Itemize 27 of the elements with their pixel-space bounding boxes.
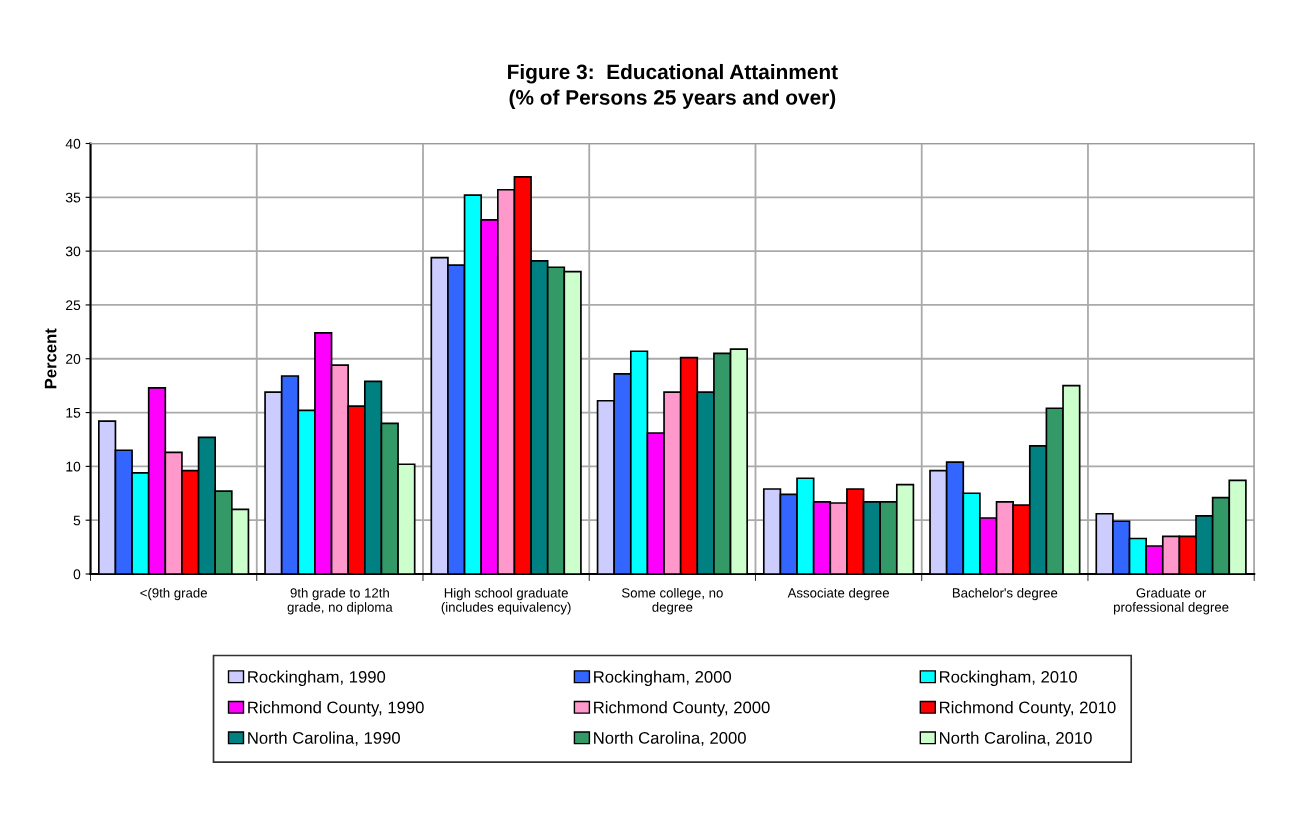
y-tick-label: 15 bbox=[66, 408, 81, 418]
y-tick-label: 0 bbox=[73, 569, 81, 580]
legend-label: North Carolina, 1990 bbox=[248, 731, 400, 746]
chart-title: Figure 3: Educational Attainment (% of Persons 25 years and over) bbox=[508, 63, 838, 109]
legend-label: North Carolina, 2010 bbox=[940, 731, 1092, 746]
y-tick-label: 5 bbox=[73, 515, 81, 526]
y-tick-label: 40 bbox=[65, 138, 81, 149]
y-axis-title: Percent bbox=[44, 328, 57, 389]
legend-label: Rockingham, 2000 bbox=[594, 670, 732, 687]
legend-label: Rockingham, 2010 bbox=[940, 670, 1077, 687]
legend-label: North Carolina, 2000 bbox=[594, 731, 746, 746]
x-tick-label: Bachelor's degree bbox=[952, 587, 1058, 601]
y-tick-label: 25 bbox=[66, 300, 81, 311]
y-tick-label: 35 bbox=[65, 192, 81, 203]
legend-label: Richmond County, 2010 bbox=[940, 701, 1116, 717]
x-tick-label: Some college, no degree bbox=[621, 587, 723, 615]
y-tick-label: 30 bbox=[65, 246, 81, 257]
x-tick-label: 9th grade to 12th grade, no diploma bbox=[287, 587, 393, 615]
y-tick-label: 20 bbox=[66, 354, 81, 364]
legend-label: Richmond County, 1990 bbox=[248, 701, 424, 717]
legend-label: Richmond County, 2000 bbox=[594, 701, 770, 717]
x-tick-label: Graduate or professional degree bbox=[1114, 587, 1229, 615]
legend-label: Rockingham, 1990 bbox=[248, 670, 386, 687]
x-tick-label: High school graduate (includes equivalency) bbox=[441, 587, 571, 615]
x-tick-label: <(9th grade bbox=[140, 587, 207, 601]
x-tick-label: Associate degree bbox=[787, 587, 889, 601]
y-tick-label: 10 bbox=[66, 461, 81, 472]
